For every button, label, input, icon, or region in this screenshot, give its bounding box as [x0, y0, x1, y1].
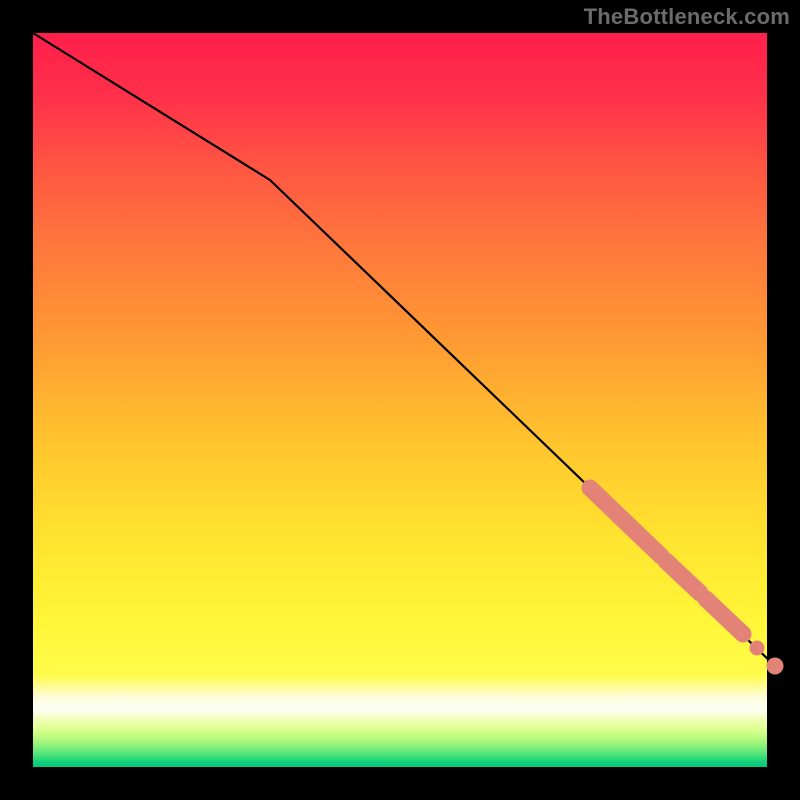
gradient-chart	[0, 0, 800, 800]
chart-frame: TheBottleneck.com	[0, 0, 800, 800]
marker-dot	[750, 641, 765, 656]
plot-area	[33, 33, 767, 767]
watermark-text: TheBottleneck.com	[584, 4, 790, 30]
marker-dot	[767, 658, 784, 675]
